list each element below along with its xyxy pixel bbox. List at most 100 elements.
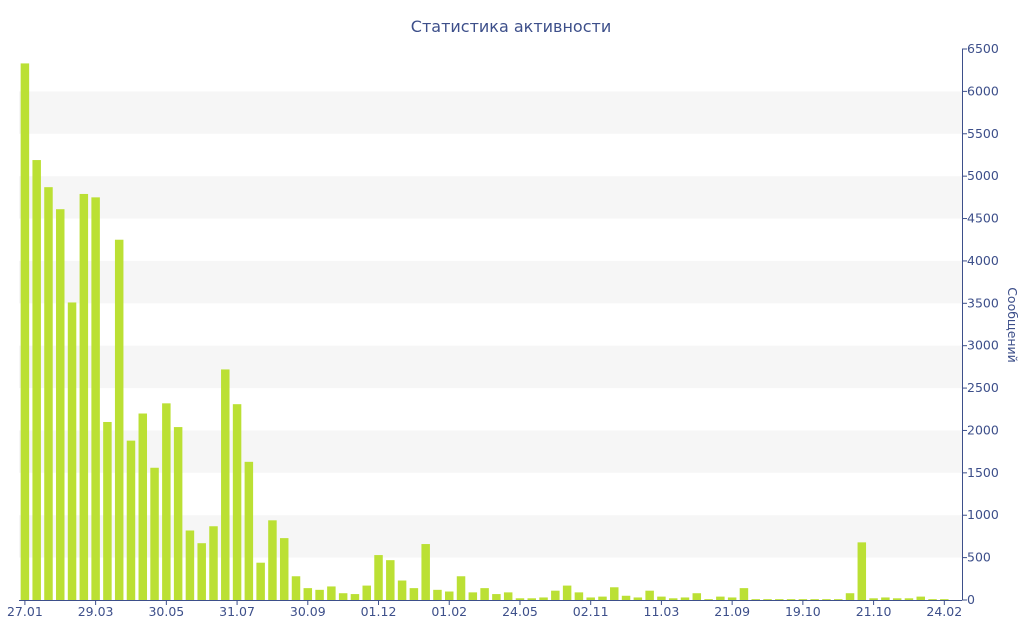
bar xyxy=(445,591,454,600)
bar xyxy=(786,599,796,600)
bar xyxy=(338,593,348,600)
bar xyxy=(680,597,690,600)
bar xyxy=(103,421,112,600)
bar xyxy=(350,594,360,600)
grid-band xyxy=(19,515,962,558)
x-tick-label: 24.02 xyxy=(926,604,962,619)
y-tick-label: 2000 xyxy=(967,422,999,437)
grid-band xyxy=(19,345,962,389)
grid-band xyxy=(19,91,962,134)
bar xyxy=(126,440,136,600)
bar xyxy=(362,585,371,600)
y-axis-ticks: 0 500 1000 1500 2000 2500 3000 3500 4000 4500 5000… xyxy=(962,41,999,607)
bar xyxy=(327,586,336,600)
bar xyxy=(892,598,902,600)
x-tick-label: 31.07 xyxy=(219,604,255,619)
bar xyxy=(197,543,206,600)
bar xyxy=(751,599,760,600)
bar xyxy=(551,590,560,600)
bar xyxy=(232,404,242,600)
grid-bands xyxy=(19,91,962,558)
bar xyxy=(527,598,536,600)
bar xyxy=(503,592,513,600)
bar xyxy=(303,588,313,600)
bar xyxy=(480,588,489,600)
bar xyxy=(574,592,584,600)
bar xyxy=(940,599,949,600)
bar xyxy=(716,596,725,600)
bar xyxy=(114,239,124,601)
bar xyxy=(44,187,53,601)
bar xyxy=(869,598,878,600)
bar xyxy=(692,593,702,600)
x-tick-label: 01.12 xyxy=(361,604,397,619)
y-tick-label: 6500 xyxy=(967,41,999,56)
chart-title: Статистика активности xyxy=(411,17,611,36)
bar xyxy=(904,598,914,600)
y-tick-label: 1000 xyxy=(967,507,999,522)
bar xyxy=(256,562,265,600)
y-tick-label: 2500 xyxy=(967,380,999,395)
bar xyxy=(775,599,784,600)
x-tick-label: 21.10 xyxy=(856,604,892,619)
y-tick-label: 4000 xyxy=(967,253,999,268)
bar xyxy=(657,596,666,600)
bar xyxy=(209,526,218,600)
x-tick-label: 27.01 xyxy=(7,604,43,619)
bar xyxy=(668,598,678,600)
grid-band xyxy=(19,260,962,304)
bar xyxy=(645,590,654,600)
bar xyxy=(279,538,289,600)
bar xyxy=(633,597,643,600)
x-axis-ticks: 27.01 29.03 30.05 31.07 30.09 01.12 01.02 24.05… xyxy=(7,600,962,619)
bar xyxy=(315,589,324,600)
x-tick-label: 11.03 xyxy=(644,604,680,619)
bar xyxy=(374,555,383,600)
y-tick-label: 3500 xyxy=(967,295,999,310)
y-axis-title: Сообщений xyxy=(1005,287,1020,363)
x-tick-label: 01.02 xyxy=(431,604,467,619)
bar-series xyxy=(20,63,949,601)
bar xyxy=(833,599,843,600)
y-tick-label: 3000 xyxy=(967,338,999,353)
bar xyxy=(822,599,831,600)
y-tick-label: 0 xyxy=(967,592,975,607)
bar xyxy=(185,530,195,600)
bar xyxy=(598,596,607,600)
bar xyxy=(138,413,148,600)
bar xyxy=(798,599,808,600)
bar xyxy=(492,594,501,600)
bar xyxy=(56,209,65,600)
bar xyxy=(173,427,183,600)
x-tick-label: 30.05 xyxy=(148,604,184,619)
bar xyxy=(386,560,395,600)
bar xyxy=(845,593,855,600)
bar xyxy=(727,597,737,600)
y-tick-label: 5000 xyxy=(967,168,999,183)
x-tick-label: 29.03 xyxy=(78,604,114,619)
x-tick-label: 02.11 xyxy=(573,604,609,619)
x-tick-label: 21.09 xyxy=(714,604,750,619)
axes xyxy=(19,49,963,601)
bar xyxy=(91,197,100,600)
bar xyxy=(397,580,407,600)
bar xyxy=(456,576,466,600)
bar xyxy=(586,597,595,600)
y-tick-label: 5500 xyxy=(967,126,999,141)
bar xyxy=(291,576,301,600)
bar xyxy=(20,63,30,601)
bar xyxy=(162,403,171,600)
bar xyxy=(810,599,819,600)
x-tick-label: 19.10 xyxy=(785,604,821,619)
y-tick-label: 1500 xyxy=(967,465,999,480)
grid-band xyxy=(19,430,962,473)
bar xyxy=(928,599,937,600)
bar xyxy=(881,597,890,600)
bar xyxy=(515,598,525,600)
bar xyxy=(739,588,749,600)
bar xyxy=(244,461,254,600)
bar xyxy=(409,588,419,600)
bar xyxy=(32,160,41,601)
bar xyxy=(221,369,230,600)
bar xyxy=(621,595,631,600)
